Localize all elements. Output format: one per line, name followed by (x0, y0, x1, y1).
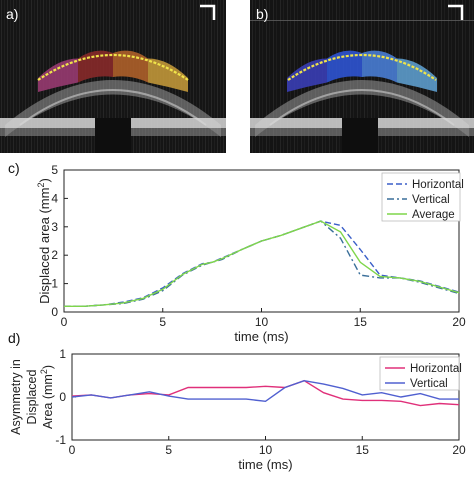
oct-image-b: b) (250, 0, 474, 153)
x-tick-label: 10 (259, 443, 273, 457)
x-tick-label: 0 (61, 315, 68, 329)
displaced-region-4 (397, 58, 437, 92)
x-tick-label: 5 (165, 443, 172, 457)
x-tick-label: 0 (69, 443, 76, 457)
x-tick-label: 20 (452, 315, 466, 329)
y-tick-label: 5 (51, 163, 58, 177)
x-tick-label: 15 (354, 315, 368, 329)
displaced-region-4 (148, 58, 188, 92)
y-tick-label: 1 (51, 277, 58, 291)
oct-image-b-graphic (250, 0, 474, 153)
displaced-region-1 (287, 58, 327, 92)
series-line-vertical (71, 379, 459, 403)
y-axis-label-line-3: Area (mm2) (39, 365, 55, 429)
y-axis-label-line-1: Asymmetry in (9, 359, 23, 435)
y-tick-label: 3 (51, 220, 58, 234)
legend-label: Horizontal (412, 179, 464, 191)
legend-label: Vertical (412, 194, 450, 206)
y-tick-label: 4 (51, 191, 58, 205)
panel-label-a: a) (6, 6, 19, 22)
y-tick-label: 2 (51, 248, 58, 262)
series-line-average (64, 220, 460, 308)
displaced-region-2 (78, 50, 113, 83)
y-tick-label: 0 (51, 305, 58, 319)
y-axis-label: Displaced area (mm2) (36, 178, 52, 304)
panel-label-c: c) (8, 160, 20, 176)
panel-label-d: d) (8, 330, 21, 346)
displaced-region-1 (38, 58, 78, 92)
legend-box (381, 172, 461, 222)
y-axis-label-line-2: Displaced (25, 370, 39, 425)
displaced-region-2 (327, 50, 362, 83)
oct-image-a-graphic (0, 0, 226, 153)
legend-label: Average (412, 209, 455, 221)
x-tick-label: 20 (452, 443, 466, 457)
x-tick-label: 15 (356, 443, 370, 457)
legend-label: Vertical (410, 378, 448, 390)
legend-label: Horizontal (410, 363, 462, 375)
oct-image-a: a) (0, 0, 226, 153)
y-tick-label: 1 (59, 347, 66, 361)
legend-box (379, 356, 460, 391)
x-axis-label: time (ms) (238, 457, 292, 472)
y-tick-label: 0 (59, 390, 66, 404)
x-axis-label: time (ms) (234, 329, 288, 344)
x-tick-label: 10 (255, 315, 269, 329)
panel-label-b: b) (256, 6, 269, 22)
y-tick-label: -1 (55, 433, 66, 447)
displaced-region-3 (113, 50, 148, 83)
x-tick-label: 5 (159, 315, 166, 329)
displaced-area-chart: 0 5 10 15 20 0 1 2 3 4 5 time (ms) Horizontal Vertica… (36, 163, 466, 344)
